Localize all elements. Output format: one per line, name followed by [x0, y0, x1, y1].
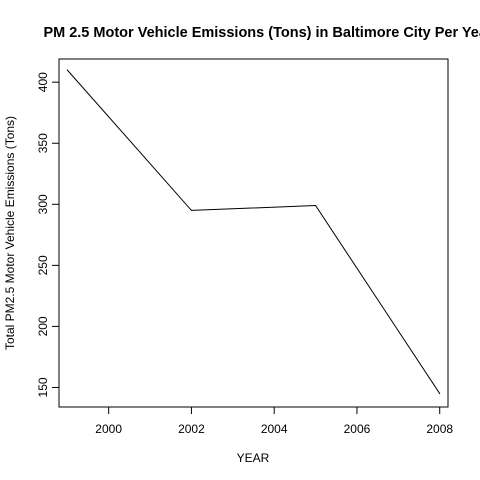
data-point — [315, 205, 317, 207]
x-tick-label: 2002 — [178, 422, 205, 436]
plot-frame — [58, 58, 449, 408]
y-tick-label: 250 — [36, 255, 50, 275]
series-layer — [66, 69, 441, 395]
x-tick-label: 2008 — [426, 422, 453, 436]
chart-title: PM 2.5 Motor Vehicle Emissions (Tons) in… — [43, 25, 480, 41]
x-axis: 2000 2002 2004 2006 2008 — [95, 406, 453, 436]
x-tick-label: 2006 — [344, 422, 371, 436]
data-point — [190, 209, 192, 211]
y-axis: 150 200 250 300 350 400 — [36, 72, 60, 397]
series-line — [66, 69, 441, 394]
data-point — [66, 69, 68, 71]
y-tick-label: 150 — [36, 377, 50, 397]
x-axis-label: YEAR — [237, 451, 270, 465]
x-tick-label: 2004 — [261, 422, 288, 436]
y-axis-label: Total PM2.5 Motor Vehicle Emissions (Ton… — [3, 116, 17, 350]
y-tick-label: 300 — [36, 194, 50, 214]
y-tick-label: 200 — [36, 316, 50, 336]
data-point — [439, 393, 441, 395]
x-tick-label: 2000 — [95, 422, 122, 436]
y-tick-label: 350 — [36, 133, 50, 153]
y-tick-label: 400 — [36, 72, 50, 92]
